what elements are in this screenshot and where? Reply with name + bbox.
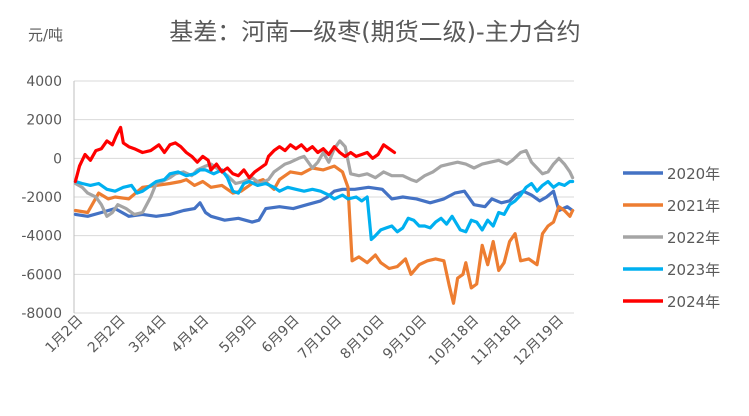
x-tick: 8月10日 <box>338 313 388 363</box>
gridlines <box>73 80 574 314</box>
legend: 2020年 2021年 2022年 2023年 2024年 <box>623 165 720 311</box>
x-tick: 4月4日 <box>169 313 213 357</box>
x-tick: 9月10日 <box>380 313 430 363</box>
series-line-0 <box>73 185 575 224</box>
y-tick-label: -8000 <box>21 306 62 322</box>
x-tick: 3月4日 <box>126 313 170 357</box>
x-tick: 2月2日 <box>85 313 129 357</box>
y-tick-label: 4000 <box>26 74 62 90</box>
series-line-2 <box>73 139 575 218</box>
series-lines <box>73 125 575 305</box>
legend-label: 2024年 <box>667 293 720 311</box>
x-tick-label: 3月4日 <box>126 313 170 357</box>
x-tick-label: 9月10日 <box>380 313 430 363</box>
series-line-1 <box>73 164 575 305</box>
y-axis-ticks: -8000 -6000 -4000 -2000 0 2000 4000 <box>21 74 62 322</box>
y-axis-unit: 元/吨 <box>28 26 63 44</box>
series-line-3 <box>73 168 575 242</box>
x-tick-label: 5月9日 <box>216 313 260 357</box>
legend-label: 2020年 <box>667 165 720 183</box>
y-tick-label: 0 <box>53 151 62 167</box>
x-tick-label: 8月10日 <box>338 313 388 363</box>
x-tick: 7月10日 <box>295 313 345 363</box>
y-tick-label: 2000 <box>26 113 62 129</box>
x-tick-label: 2月2日 <box>85 313 129 357</box>
x-tick-label: 7月10日 <box>295 313 345 363</box>
y-tick-label: -4000 <box>21 229 62 245</box>
series-line-4 <box>73 125 397 184</box>
legend-label: 2022年 <box>667 229 720 247</box>
x-tick: 5月9日 <box>216 313 260 357</box>
x-tick-label: 4月4日 <box>169 313 213 357</box>
legend-label: 2023年 <box>667 261 720 279</box>
legend-label: 2021年 <box>667 197 720 215</box>
y-tick-label: -6000 <box>21 267 62 283</box>
y-tick-label: -2000 <box>21 190 62 206</box>
chart-title: 基差：河南一级枣(期货二级)-主力合约 <box>169 18 580 46</box>
